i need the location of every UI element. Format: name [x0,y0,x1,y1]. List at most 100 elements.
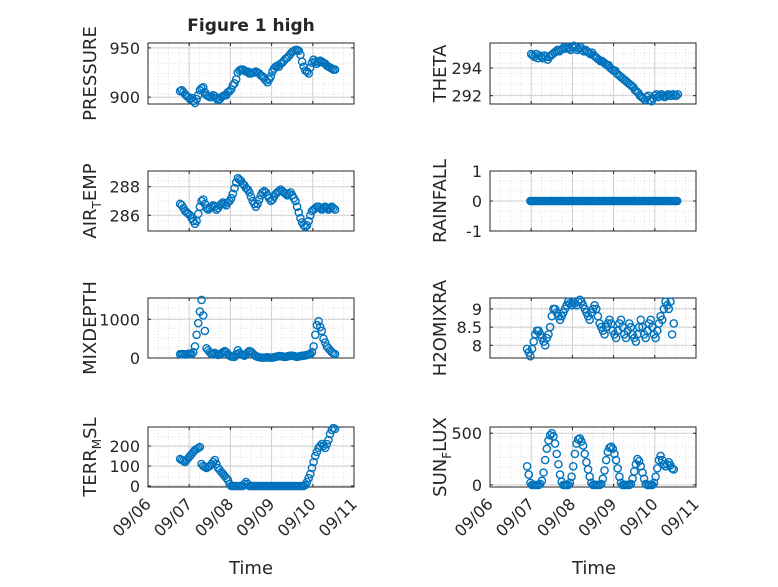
data-point [330,205,340,214]
data-point [266,72,276,81]
y-axis-label: MIXDEPTH [80,281,101,375]
y-axis-label: THETA [430,44,451,104]
subplot-sun-flux: 0 500SUNFLUX09/0609/0709/0809/0909/1009/1… [430,417,703,540]
data-point [539,468,548,477]
data-point [190,342,200,351]
data-point [245,188,254,197]
y-tick-label: 0 [472,192,482,211]
data-point [307,347,317,357]
x-tick-label: 09/10 [274,494,320,540]
axes-box [147,297,355,359]
data-point [626,479,636,489]
data-point [304,473,313,483]
data-point [192,330,201,340]
data-point [648,480,657,490]
data-point [197,295,206,305]
x-tick-label: 09/10 [616,494,662,540]
figure-title: Figure 1 high [187,16,315,36]
axes-box [489,297,697,359]
axes-box [147,42,355,105]
y-tick-label: 294 [451,59,482,78]
data-point [230,79,239,88]
data-point [198,82,208,92]
data-point [306,349,315,359]
data-point [304,69,313,78]
subplot-air-temp: 286 288 AIRTEMP [80,163,355,239]
data-point [578,441,588,450]
x-tick-label: 09/09 [232,494,278,540]
data-point [294,208,304,217]
data-point [629,467,639,476]
data-point [294,46,304,56]
data-point [291,196,300,206]
data-point [296,213,305,223]
axes-box [147,170,355,232]
x-tick-label: 09/07 [150,494,196,540]
data-point [568,462,578,471]
data-point [310,330,320,340]
x-tick-label: 09/11 [657,494,703,540]
x-axis-label-left: Time [228,558,273,579]
data-point [567,472,576,481]
y-tick-label: 100 [109,457,140,476]
data-point [611,455,621,465]
x-tick-label: 09/09 [574,494,620,540]
data-point [329,203,338,213]
data-point [593,311,603,321]
data-point [613,464,623,473]
data-point [198,311,208,320]
data-point [310,451,320,461]
data-point [189,347,198,357]
data-point [330,424,340,434]
axes-box [489,42,697,105]
y-tick-label: 950 [109,39,140,58]
y-tick-label: 0 [130,349,140,368]
data-point [193,318,203,328]
data-point [246,192,256,202]
data-point [292,202,302,212]
y-axis-label: PRESSURE [80,26,101,121]
x-tick-label: 09/08 [533,494,579,540]
data-point [322,439,332,449]
data-point [195,442,205,452]
data-point [601,455,611,465]
data-point [540,455,550,465]
y-tick-label: 288 [109,178,140,197]
x-tick-label: 09/06 [109,494,155,540]
subplot-rainfall: -1 0 1 RAINFALL [430,159,697,243]
y-tick-label: 8 [472,336,482,355]
data-point [555,470,565,479]
data-point [309,342,318,351]
y-axis-label: H2OMIXRA [430,279,451,376]
data-point [297,57,307,66]
data-point [550,439,560,448]
x-axis-label-right: Time [571,558,616,579]
data-point [552,449,562,459]
data-point [302,477,312,487]
data-point [608,444,618,454]
data-point [636,315,646,325]
data-point [563,480,573,490]
data-point [577,437,586,446]
data-point [254,195,264,204]
data-point [537,476,547,486]
x-tick-label: 09/06 [451,494,497,540]
y-axis-label: SUNFLUX [430,417,454,497]
data-point [198,195,208,204]
data-point [325,203,335,213]
data-point [634,456,644,466]
x-tick-label: 09/11 [315,494,361,540]
data-point [669,465,679,474]
data-point [633,454,642,464]
data-point [190,98,200,108]
data-point [671,91,681,100]
data-point [570,449,580,459]
data-point [582,457,591,467]
subplot-pressure: 900 950 PRESSURE [80,26,355,121]
